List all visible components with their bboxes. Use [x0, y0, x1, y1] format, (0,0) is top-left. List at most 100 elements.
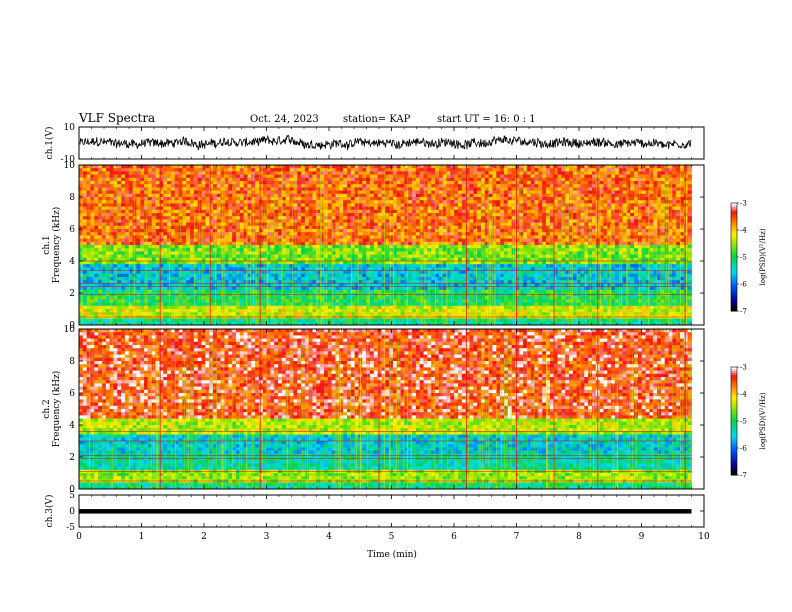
ch1-spec-cell [580, 165, 585, 169]
ch1-spec-cell [113, 238, 118, 243]
ch1-spec-cell [645, 225, 650, 230]
ch1-spec-cell [565, 241, 570, 246]
ch1-spec-cell [450, 251, 455, 255]
ch1-spec-cell [561, 238, 566, 243]
ch1-spec-cell [289, 193, 294, 198]
ch1-spec-cell [588, 171, 593, 175]
ch1-spec-cell [446, 241, 451, 246]
ch1-spec-cell [262, 184, 267, 188]
ch1-spec-cell [427, 222, 432, 227]
ch1-spec-cell [664, 235, 669, 239]
ch1-spec-cell [664, 206, 669, 211]
ch1-spec-cell [258, 193, 264, 198]
ch1-spec-cell [335, 190, 340, 195]
ch1-spec-cell [415, 206, 421, 211]
ch1-spec-cell [304, 187, 310, 191]
ch1-spec-cell [124, 238, 130, 243]
ch1-spec-cell [289, 174, 294, 179]
ch1-spec-cell [549, 203, 555, 207]
ch1-spec-cell [500, 177, 505, 182]
ch1-spec-cell [442, 257, 447, 262]
ch1-spec-cell [408, 200, 413, 204]
ch1-spec-cell [124, 197, 130, 201]
ch1-spec-cell [151, 219, 156, 223]
ch1-spec-cell [672, 254, 677, 259]
ch1-spec-cell [243, 168, 248, 172]
ch1-spec-cell [320, 225, 325, 230]
ch1-spec-cell [94, 177, 99, 182]
ch1-spec-cell [626, 177, 631, 182]
ch1-spec-cell [607, 203, 612, 207]
ch1-spec-cell [438, 248, 444, 252]
ch1-spec-cell [450, 168, 455, 172]
ch1-spec-cell [121, 209, 126, 214]
ch1-spec-cell [660, 171, 666, 175]
ch1-spec-cell [423, 174, 428, 179]
ch1-spec-cell [419, 197, 424, 201]
ch1-spec-cell [255, 235, 260, 239]
ch1-spec-cell [285, 171, 290, 175]
ch1-spec-cell [205, 184, 210, 188]
ch1-spec-cell [228, 171, 233, 175]
ch1-spec-cell [484, 206, 490, 211]
ch1-spec-cell [492, 184, 497, 188]
ch1-spec-cell [190, 257, 195, 262]
ch1-spec-cell [270, 245, 275, 249]
ch1-spec-cell [503, 187, 509, 191]
ch1-spec-cell [209, 261, 214, 265]
ch1-spec-cell [488, 184, 493, 188]
ch1-spec-cell [297, 171, 302, 175]
ch1-spec-cell [634, 193, 639, 198]
ch1-spec-cell [182, 241, 187, 246]
ch1-spec-cell [576, 171, 581, 175]
ch1-spec-cell [457, 213, 463, 217]
ch1-spec-cell [278, 235, 283, 239]
ch1-spec-cell [465, 245, 470, 249]
ch1-spec-cell [274, 193, 279, 198]
ch1-spec-cell [507, 209, 512, 214]
ch1-spec-cell [603, 251, 608, 255]
ch1-spec-cell [182, 229, 187, 233]
ch1-spec-cell [618, 229, 623, 233]
ch1-spec-cell [86, 216, 91, 220]
ch1-spec-cell [331, 245, 336, 249]
ch1-spec-cell [538, 232, 543, 236]
ch1-spec-cell [358, 200, 363, 204]
ch1-spec-cell [170, 232, 176, 236]
ch1-spec-cell [124, 222, 130, 227]
ch1-spec-cell [396, 193, 401, 198]
ch1-spec-cell [526, 238, 532, 243]
ch1-spec-cell [331, 225, 336, 230]
ch1-spec-cell [121, 184, 126, 188]
ch1-spec-cell [163, 261, 168, 265]
ch1-spec-cell [546, 187, 551, 191]
ch1-spec-cell [301, 203, 306, 207]
ch1-spec-cell [163, 197, 168, 201]
ch1-spec-cell [622, 238, 627, 243]
ch1-spec-cell [182, 245, 187, 249]
ch1-spec-cell [492, 197, 497, 201]
ch1-spec-cell [128, 197, 133, 201]
ch1-spec-cell [614, 165, 620, 169]
ch1-spec-cell [243, 261, 248, 265]
ch1-spec-cell [515, 181, 520, 185]
ch1-spec-cell [109, 181, 114, 185]
ch1-spec-cell [469, 245, 474, 249]
ch1-spec-cell [86, 181, 91, 185]
ch1-spec-cell [634, 222, 639, 227]
ch1-spec-cell [668, 165, 673, 169]
ch1-spec-cell [343, 193, 348, 198]
ch1-spec-cell [641, 174, 646, 179]
ch1-spec-cell [113, 248, 118, 252]
ch1-spec-cell [316, 257, 321, 262]
ch1-spec-cell [94, 232, 99, 236]
ch1-spec-cell [607, 193, 612, 198]
ch1-spec-cell [369, 232, 375, 236]
ch1-spec-cell [507, 248, 512, 252]
ch1-spec-cell [496, 187, 501, 191]
ch1-spec-cell [588, 177, 593, 182]
ch1-spec-cell [373, 165, 378, 169]
ch1-spec-cell [523, 251, 528, 255]
ch1-spec-cell [477, 219, 482, 223]
ch1-spec-cell [163, 229, 168, 233]
